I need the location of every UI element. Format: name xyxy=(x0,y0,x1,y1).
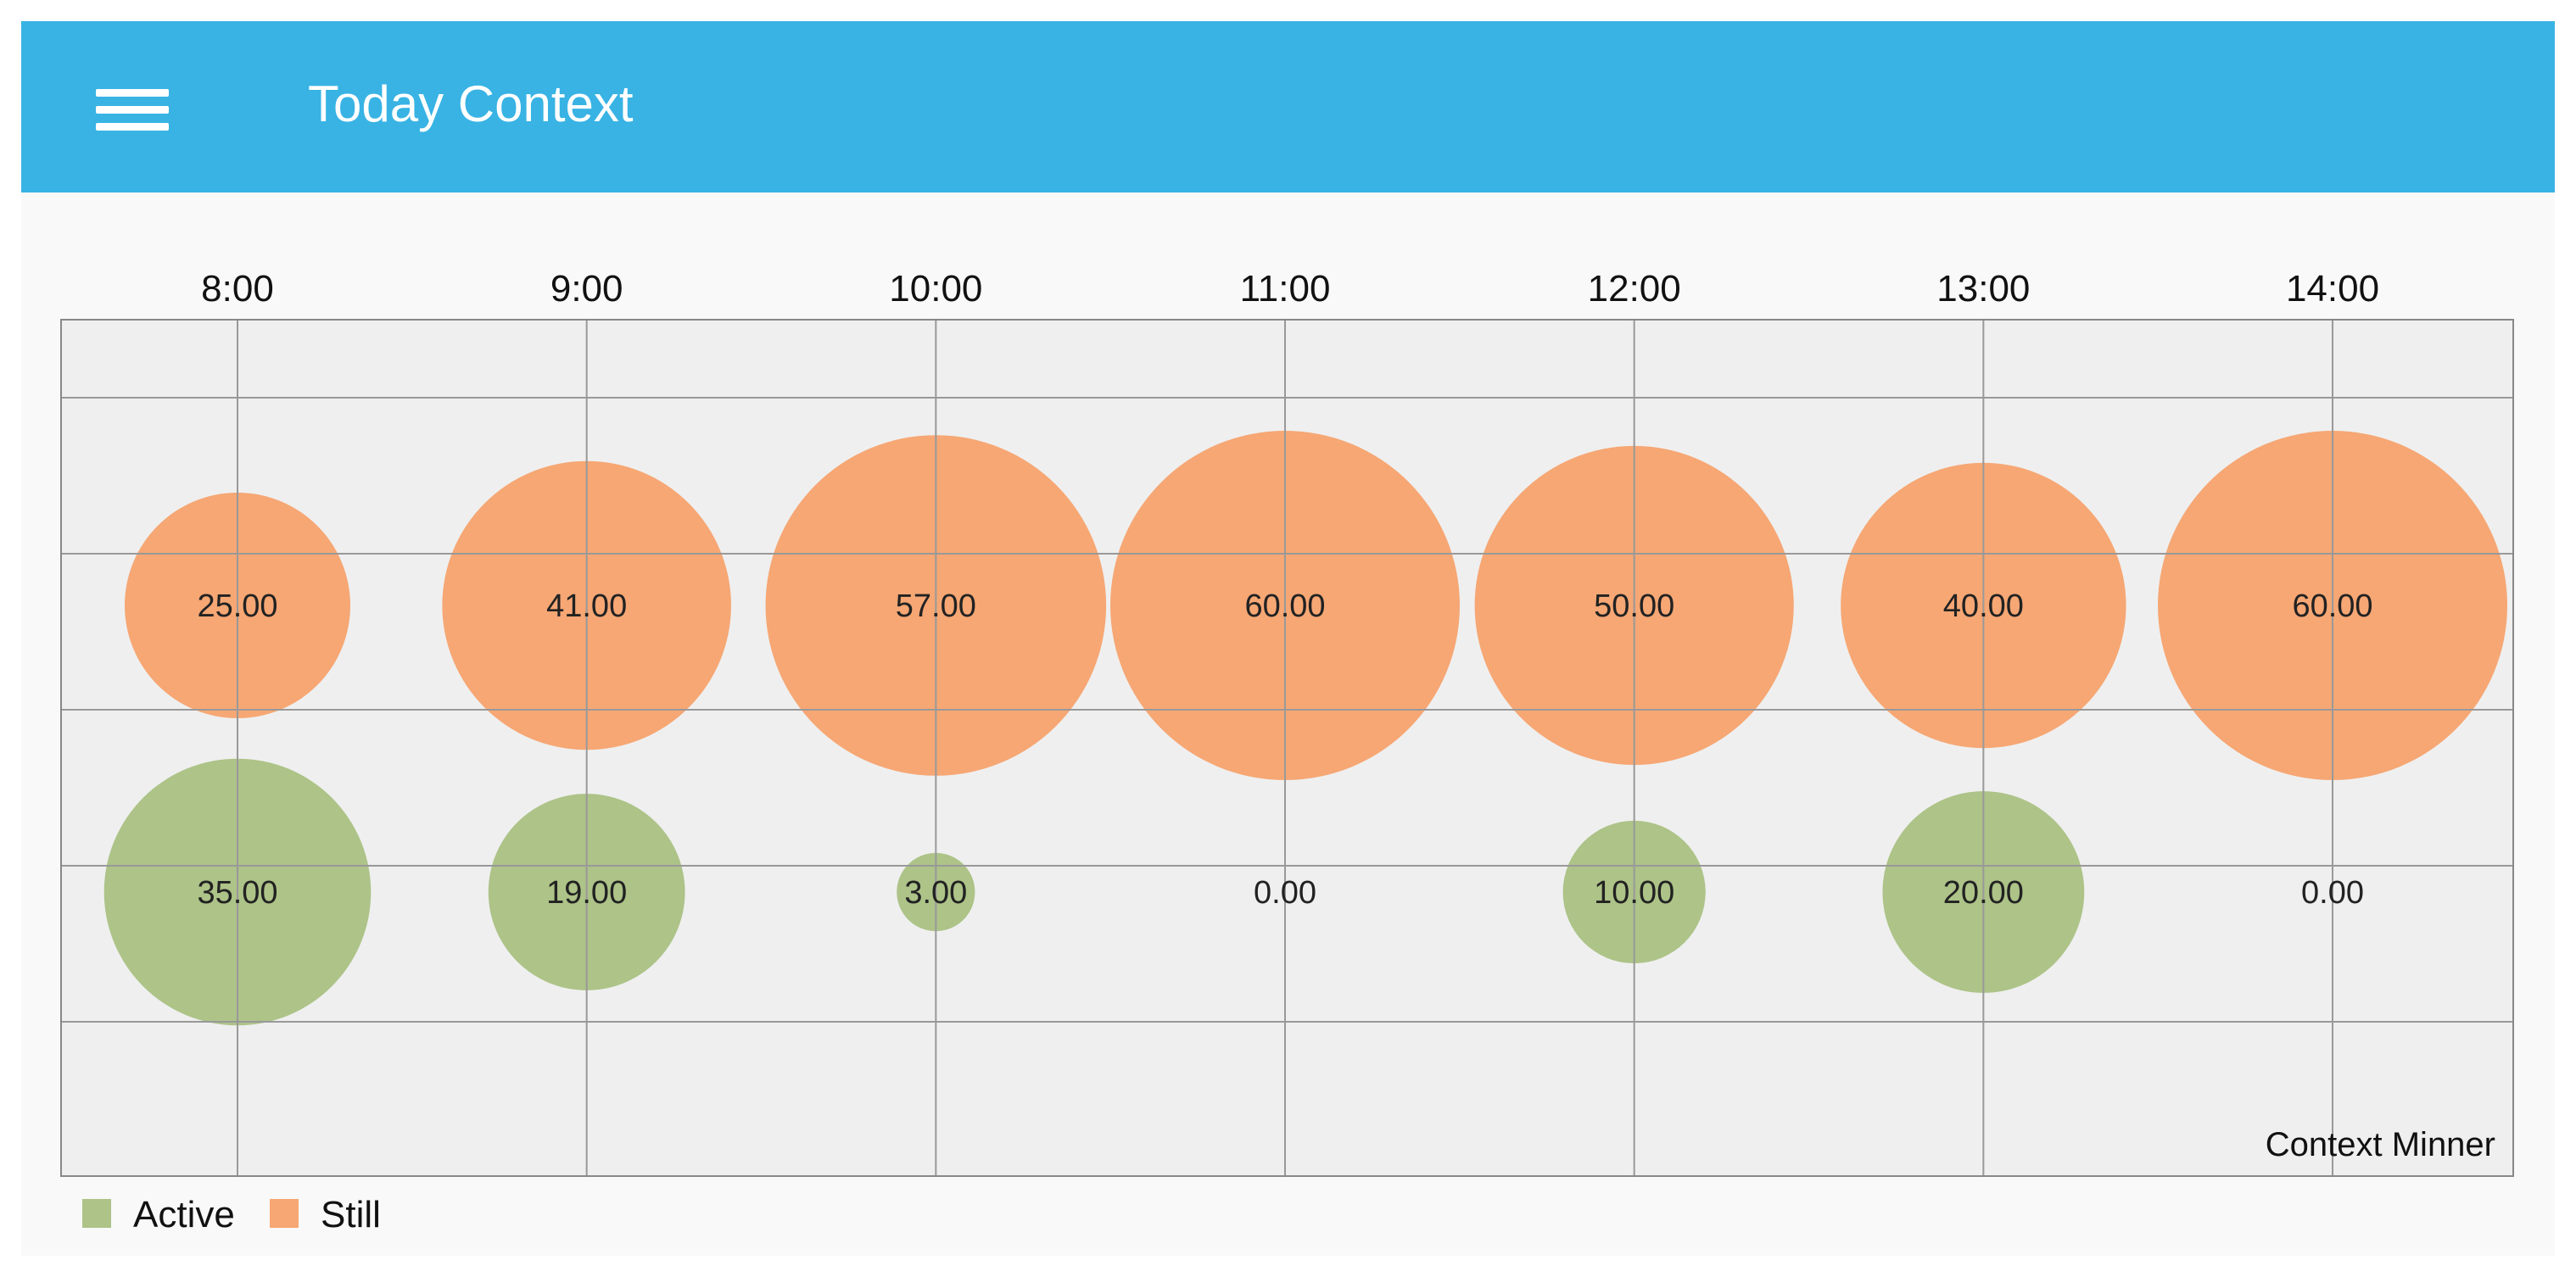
page-title: Today Context xyxy=(308,75,634,132)
x-tick-label: 14:00 xyxy=(2286,268,2379,309)
active-data-label: 0.00 xyxy=(2301,875,2364,911)
hamburger-menu-icon[interactable] xyxy=(81,69,182,145)
active-data-label: 20.00 xyxy=(1943,875,2024,911)
x-tick-label: 10:00 xyxy=(889,268,982,309)
legend-label-active: Active xyxy=(133,1194,235,1235)
x-tick-label: 12:00 xyxy=(1588,268,1681,309)
legend-swatch-still xyxy=(270,1199,299,1228)
still-data-label: 50.00 xyxy=(1594,588,1674,624)
active-data-label: 0.00 xyxy=(1254,875,1316,911)
menu-line xyxy=(96,106,169,114)
active-data-label: 3.00 xyxy=(904,875,967,911)
x-tick-label: 9:00 xyxy=(550,268,623,309)
menu-line xyxy=(96,123,169,131)
plot-border xyxy=(60,319,2514,1177)
x-tick-label: 13:00 xyxy=(1936,268,2030,309)
still-data-label: 57.00 xyxy=(896,588,976,624)
active-data-label: 19.00 xyxy=(546,875,627,911)
active-data-label: 10.00 xyxy=(1594,875,1674,911)
still-data-label: 60.00 xyxy=(1244,588,1325,624)
app-bar: Today Context xyxy=(21,21,2555,192)
still-data-label: 25.00 xyxy=(197,588,277,624)
still-data-label: 60.00 xyxy=(2292,588,2372,624)
legend-swatch-active xyxy=(82,1199,111,1228)
still-data-label: 41.00 xyxy=(546,588,627,624)
active-data-label: 35.00 xyxy=(197,875,277,911)
menu-line xyxy=(96,89,169,97)
x-tick-label: 11:00 xyxy=(1240,268,1331,309)
plot-content xyxy=(61,320,2513,1176)
legend-label-still: Still xyxy=(321,1194,381,1235)
chart-annotation: Context Minner xyxy=(2266,1126,2495,1163)
x-tick-label: 8:00 xyxy=(201,268,274,309)
still-data-label: 40.00 xyxy=(1943,588,2024,624)
